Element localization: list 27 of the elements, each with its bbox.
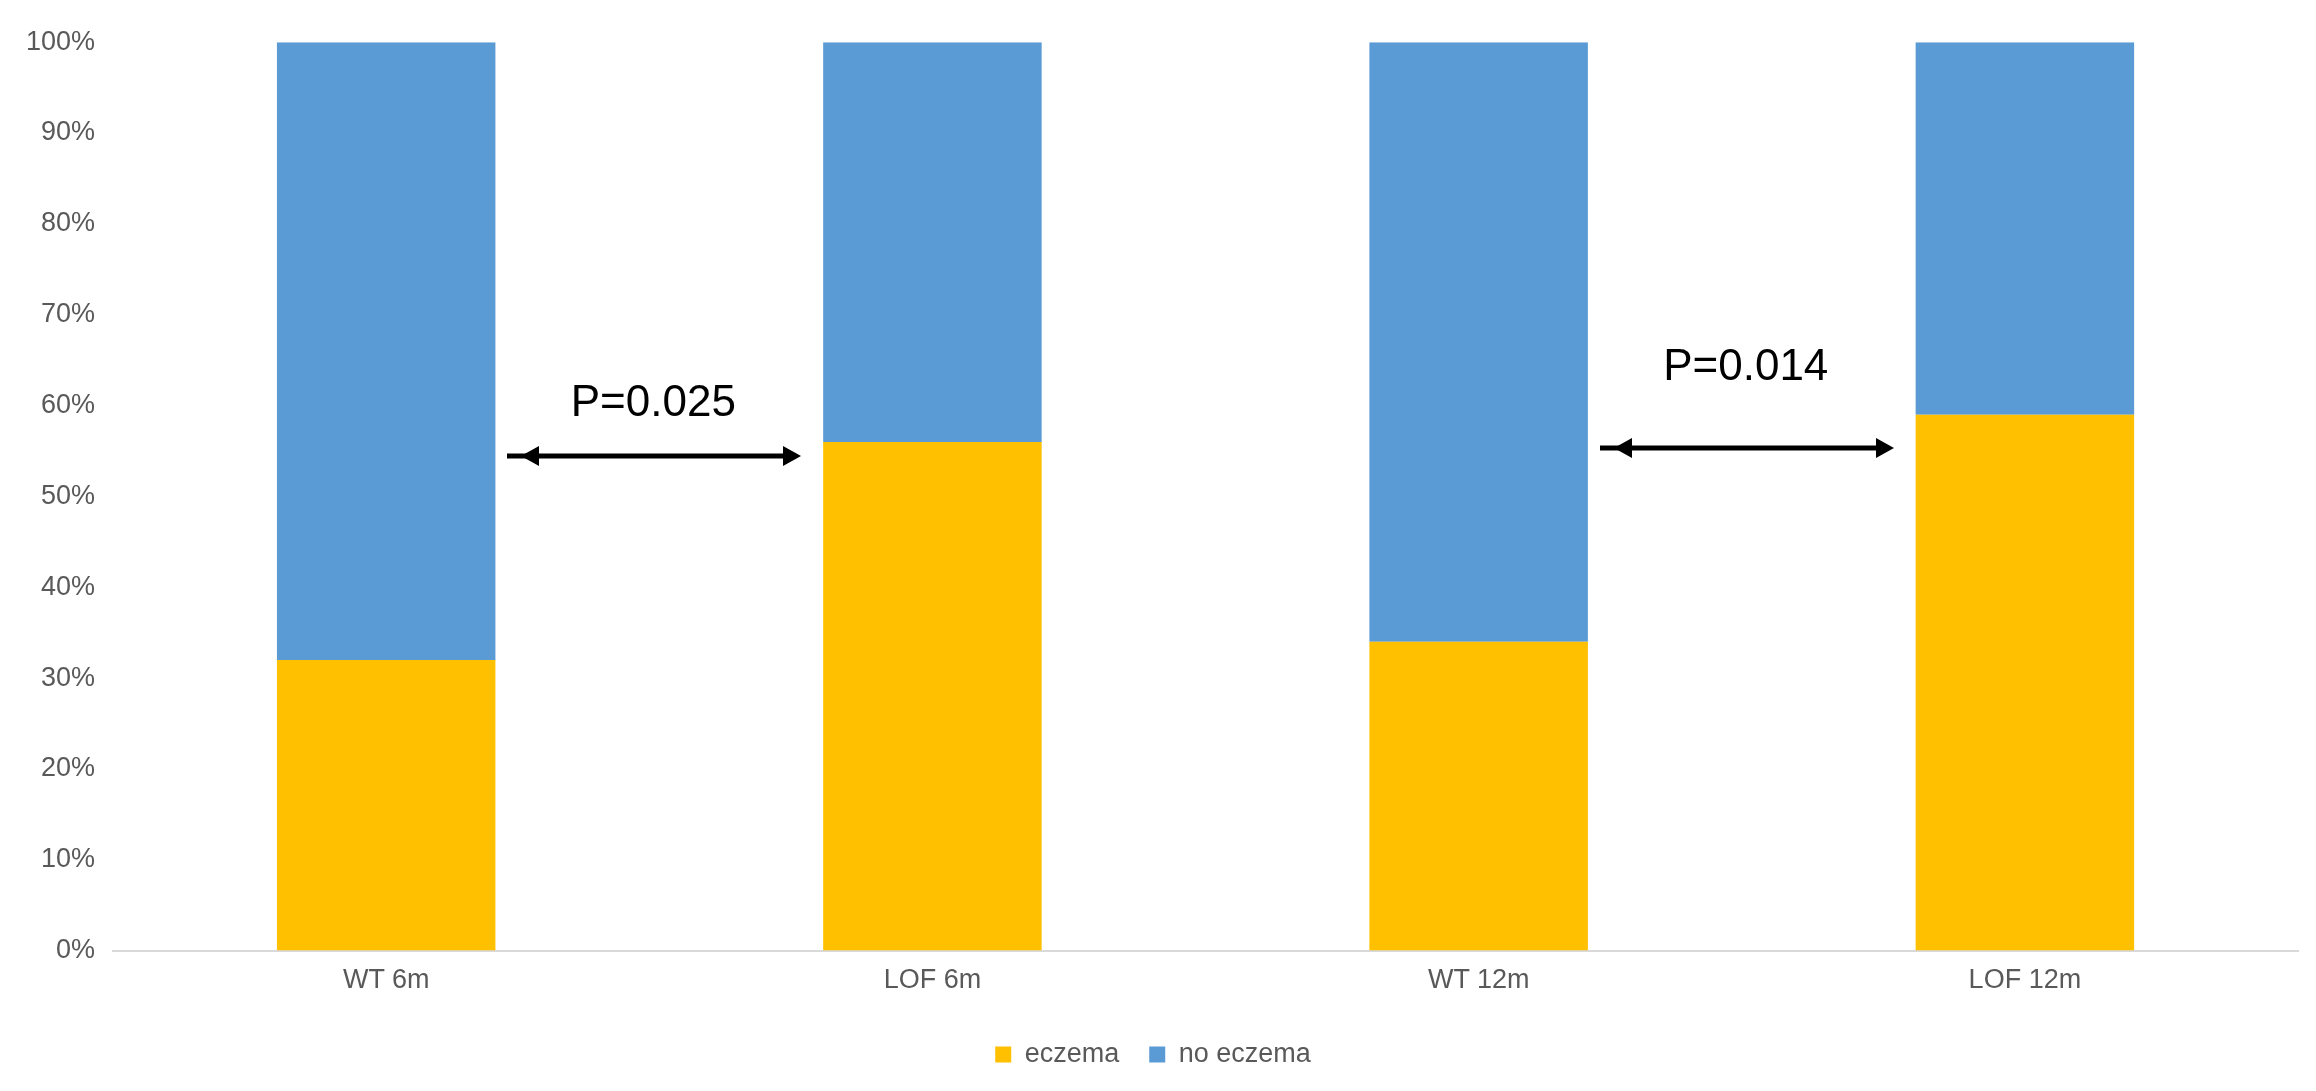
x-tick-label: WT 6m xyxy=(342,964,430,995)
bar xyxy=(1915,414,2135,951)
y-tick-label: 10% xyxy=(41,843,96,874)
y-tick-label: 0% xyxy=(56,934,96,965)
x-tick-label: WT 12m xyxy=(1427,964,1530,995)
y-tick-label: 60% xyxy=(41,389,96,420)
x-tick-label: LOF 6m xyxy=(883,964,982,995)
y-tick-label: 20% xyxy=(41,752,96,783)
bar xyxy=(1369,641,1588,951)
y-tick-label: 40% xyxy=(41,570,96,601)
bar xyxy=(1915,42,2135,415)
y-tick-label: 90% xyxy=(41,116,96,147)
y-tick-label: 30% xyxy=(41,661,96,692)
y-tick-label: 50% xyxy=(41,479,96,510)
y-tick-label: 80% xyxy=(41,207,96,238)
legend-label: no eczema xyxy=(1178,1037,1312,1068)
annotation: P=0.025 xyxy=(570,376,736,426)
legend-label: eczema xyxy=(1024,1037,1121,1068)
annotation: P=0.014 xyxy=(1663,340,1829,390)
bar xyxy=(276,42,496,660)
y-tick-label: 100% xyxy=(25,25,96,56)
bar xyxy=(1369,42,1588,642)
x-tick-label: LOF 12m xyxy=(1968,964,2082,995)
bar xyxy=(823,441,1042,951)
y-tick-label: 70% xyxy=(41,298,96,329)
bar xyxy=(823,42,1042,442)
bar xyxy=(276,659,496,951)
